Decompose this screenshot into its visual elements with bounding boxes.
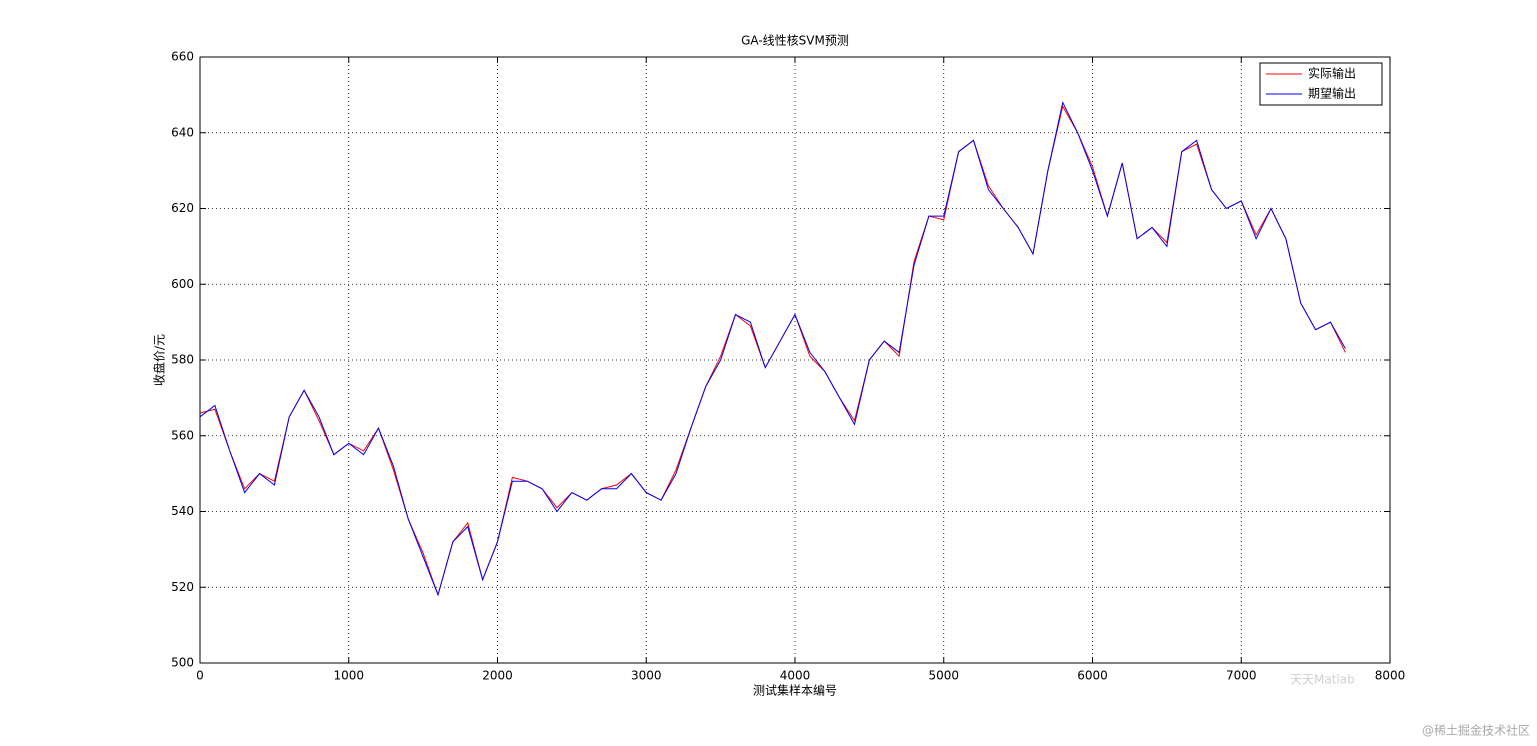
chart-title: GA-线性核SVM预测 [741,34,849,48]
plot-area [200,57,1390,663]
x-tick-label: 2000 [482,669,513,683]
series-line [199,100,1346,597]
x-tick-label: 7000 [1226,669,1257,683]
legend-label: 期望输出 [1308,86,1356,101]
legend-box [1259,62,1383,106]
x-tick-label: 6000 [1077,669,1108,683]
x-tick-label: 3000 [631,669,662,683]
watermark: @稀土掘金技术社区 [1422,723,1530,738]
x-tick-label: 0 [196,669,204,683]
x-tick-label: 4000 [780,669,811,683]
y-tick-label: 560 [171,428,194,442]
y-tick-label: 660 [171,50,194,64]
y-tick-label: 600 [171,277,194,291]
x-tick-label: 8000 [1375,669,1406,683]
x-tick-label: 1000 [333,669,364,683]
axes-box [199,56,1391,664]
legend-label: 实际输出 [1308,66,1356,81]
y-tick-label: 580 [171,353,194,367]
y-tick-label: 620 [171,201,194,215]
watermark: 天天Matlab [1290,673,1355,687]
y-axis-label: 收盘价/元 [152,334,167,386]
y-tick-label: 540 [171,504,194,518]
y-tick-label: 520 [171,580,194,594]
x-tick-label: 5000 [928,669,959,683]
x-axis-label: 测试集样本编号 [753,683,837,698]
y-tick-label: 640 [171,125,194,139]
y-tick-label: 500 [171,656,194,670]
